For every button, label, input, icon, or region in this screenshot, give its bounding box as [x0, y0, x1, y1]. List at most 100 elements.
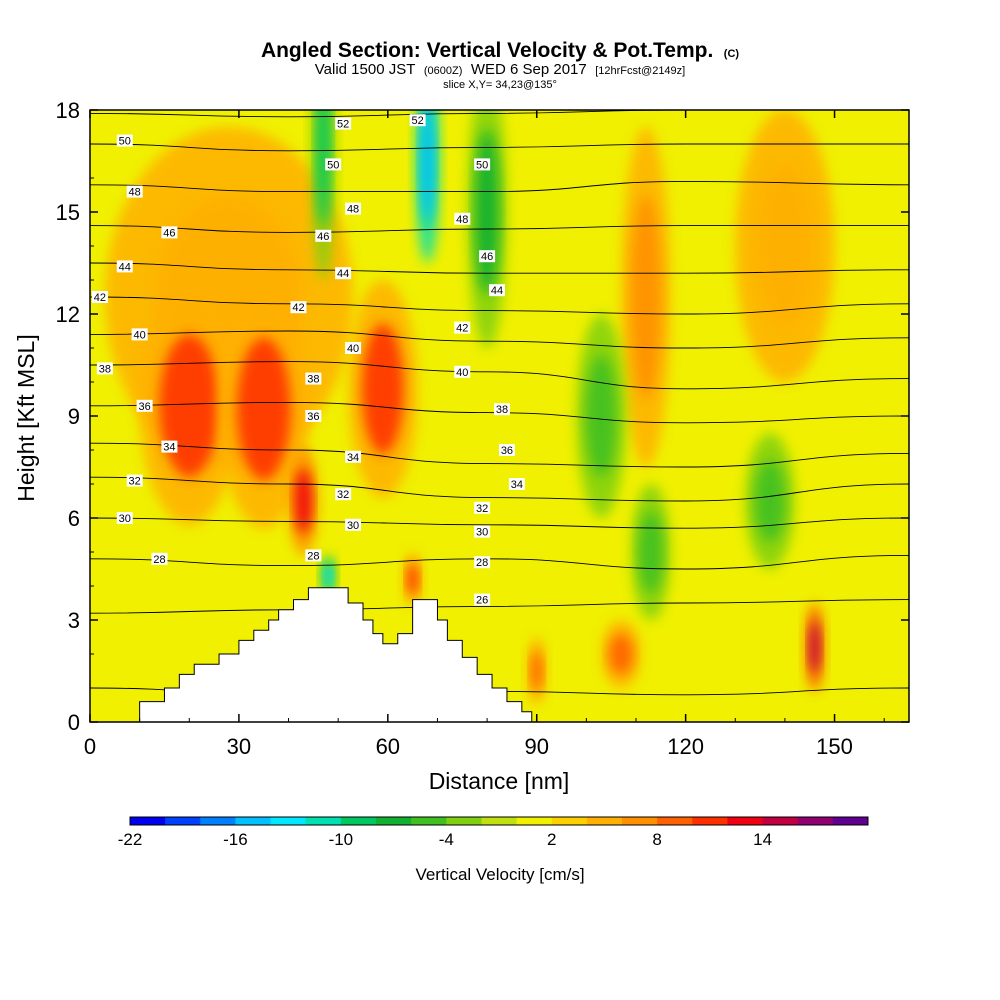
contour-label-text: 30 — [347, 520, 359, 532]
contour-label-text: 38 — [307, 374, 319, 386]
contour-label: 30 — [474, 525, 491, 539]
plot-area: 50 48 46 44 42 40 38 36 34 32 30 28 52 50 48 46 44 42 40 38… — [90, 110, 909, 722]
contour-label-text: 32 — [476, 503, 488, 515]
x-tick-label: 60 — [376, 734, 400, 759]
contour-label-bg — [131, 328, 148, 341]
contour-label-bg — [161, 440, 178, 453]
colorbar: -22 -16 -10 -4 2 8 14 — [118, 816, 869, 849]
colorbar-swatch — [657, 817, 693, 825]
isentrope-32 — [90, 476, 909, 502]
velocity-cell-core — [420, 110, 435, 223]
colorbar-swatch — [165, 817, 201, 825]
contour-label-text: 38 — [99, 363, 111, 375]
colorbar-swatch — [622, 817, 658, 825]
contour-label-bg — [335, 267, 352, 280]
contour-labels: 50 48 46 44 42 40 38 36 34 32 30 28 52 50 48 46 44 42 40 38… — [91, 114, 525, 607]
contour-label: 48 — [126, 185, 143, 199]
contour-label: 30 — [345, 518, 362, 532]
contour-label: 46 — [161, 226, 178, 239]
contour-label-text: 42 — [94, 292, 106, 304]
terrain-mask — [90, 587, 909, 722]
contour-label: 38 — [305, 372, 322, 386]
contour-label-text: 50 — [476, 159, 488, 171]
colorbar-swatch — [200, 817, 236, 825]
y-tick-label: 15 — [56, 200, 80, 225]
contour-label: 38 — [493, 403, 510, 416]
contour-label-bg — [126, 474, 143, 487]
contour-label: 36 — [498, 444, 515, 457]
contour-label: 50 — [474, 158, 491, 171]
contour-label-text: 50 — [119, 136, 131, 148]
contour-label-text: 40 — [456, 367, 468, 379]
contour-label-bg — [489, 284, 506, 297]
contour-label-bg — [161, 226, 178, 239]
contour-label-text: 44 — [119, 261, 131, 273]
contour-label-text: 34 — [511, 479, 523, 491]
contour-label: 52 — [409, 114, 426, 127]
contour-label: 42 — [290, 301, 307, 314]
contour-label-bg — [474, 158, 491, 171]
contour-label-bg — [136, 399, 153, 412]
isentrope-46 — [90, 225, 909, 233]
contour-label: 36 — [305, 410, 322, 423]
contour-label: 48 — [454, 212, 471, 226]
colorbar-swatch — [586, 817, 623, 825]
contour-label-bg — [126, 185, 143, 198]
isentrope-50 — [90, 143, 909, 152]
contour-label-bg — [474, 593, 491, 606]
contour-label-bg — [305, 410, 322, 422]
colorbar-swatch — [270, 817, 307, 825]
y-tick-label: 6 — [68, 506, 80, 531]
colorbar-swatch — [481, 817, 518, 825]
contour-label-text: 32 — [129, 476, 141, 488]
colorbar-tick-label: -16 — [223, 830, 248, 849]
colorbar-swatch — [762, 817, 799, 825]
contour-label-bg — [474, 501, 491, 514]
chart-title: Angled Section: Vertical Velocity & Pot.… — [261, 39, 739, 62]
contour-label: 50 — [116, 134, 133, 148]
colorbar-swatch — [446, 817, 482, 825]
contour-label-bg — [290, 301, 307, 314]
y-tick-label: 0 — [68, 710, 80, 735]
contour-label: 34 — [345, 450, 362, 464]
contour-label: 50 — [325, 158, 342, 171]
contour-label-text: 26 — [476, 595, 488, 607]
velocity-cell-core — [638, 511, 663, 593]
y-tick-label: 18 — [56, 98, 80, 123]
contour-label: 40 — [345, 342, 362, 355]
y-tick-label: 3 — [68, 608, 80, 633]
colorbar-swatch — [797, 817, 834, 825]
contour-label: 52 — [335, 117, 352, 131]
contour-label-bg — [474, 556, 491, 569]
contour-label-bg — [151, 552, 168, 565]
contour-label: 28 — [474, 556, 491, 569]
contour-label: 48 — [345, 202, 362, 216]
contour-label-bg — [116, 260, 133, 273]
contour-label-bg — [335, 117, 352, 130]
contour-label-bg — [116, 134, 133, 147]
x-tick-label: 90 — [524, 734, 548, 759]
isentrope-36 — [90, 401, 909, 424]
isentrope-44 — [90, 262, 909, 274]
colorbar-tick-label: 8 — [652, 830, 661, 849]
contour-label-text: 36 — [138, 401, 150, 413]
x-tick-label: 30 — [227, 734, 251, 759]
isentrope-34 — [90, 442, 909, 468]
velocity-cell-core — [755, 164, 815, 328]
y-tick-label: 12 — [56, 302, 80, 327]
colorbar-label: Vertical Velocity [cm/s] — [415, 865, 584, 884]
contour-label: 28 — [151, 552, 168, 566]
contour-label-text: 40 — [134, 329, 146, 341]
x-tick-label: 0 — [84, 734, 96, 759]
isentrope-38 — [90, 361, 909, 390]
contour-label-bg — [345, 450, 362, 463]
velocity-cell-core — [236, 337, 291, 481]
velocity-cell-core — [362, 323, 404, 455]
contour-label: 32 — [126, 474, 143, 488]
contour-label: 34 — [508, 478, 525, 491]
contour-label: 32 — [335, 488, 352, 501]
contour-label-text: 28 — [153, 554, 165, 566]
subtitle-date: WED 6 Sep 2017 — [471, 61, 587, 78]
